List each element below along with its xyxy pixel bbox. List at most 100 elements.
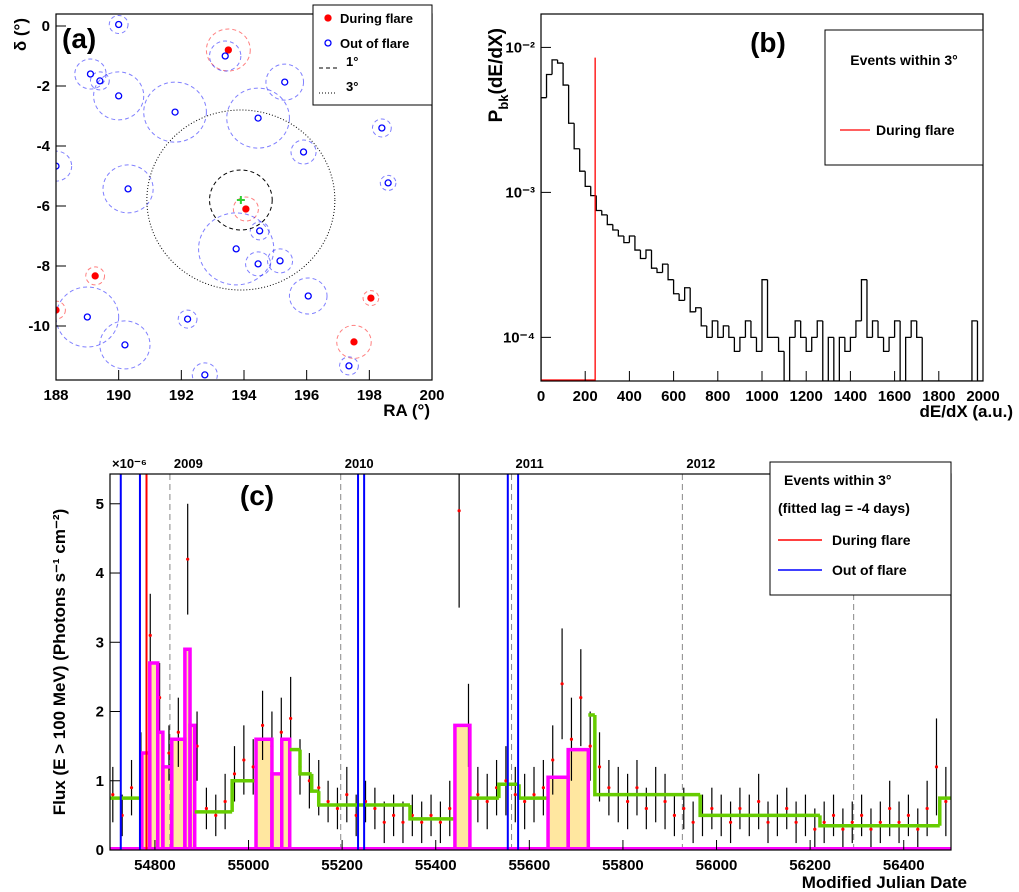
radius-circle xyxy=(146,109,336,291)
point xyxy=(354,813,358,817)
source-marker xyxy=(236,196,245,204)
legend-label: Out of flare xyxy=(340,36,409,51)
flare-fill xyxy=(271,773,282,850)
point xyxy=(186,557,190,561)
error-circle xyxy=(232,196,259,222)
point xyxy=(541,786,545,790)
x-tick-label: 188 xyxy=(43,387,68,404)
point xyxy=(223,799,227,804)
error-circle xyxy=(379,174,397,191)
x-tick-label: 55200 xyxy=(321,857,363,874)
point xyxy=(335,806,340,811)
point xyxy=(485,799,489,804)
x-tick-label: 55400 xyxy=(415,857,457,874)
y-tick-label: 10⁻⁴ xyxy=(503,329,535,346)
point xyxy=(129,786,134,790)
point xyxy=(448,806,452,811)
point xyxy=(121,341,129,349)
bayesian-block xyxy=(453,723,472,850)
flare-fill xyxy=(162,766,172,850)
y-tick-label: 0 xyxy=(96,842,104,859)
flare-fill xyxy=(171,739,185,850)
bayesian-block xyxy=(408,804,455,821)
histogram-bin xyxy=(788,336,796,381)
histogram-bin xyxy=(661,263,669,273)
bayesian-block xyxy=(298,749,312,776)
histogram-bin xyxy=(717,320,724,339)
histogram-bin xyxy=(971,320,978,381)
histogram-bin xyxy=(921,337,928,381)
point xyxy=(251,765,255,769)
histogram-bin xyxy=(634,236,641,251)
point xyxy=(934,765,939,769)
histogram-bin xyxy=(794,320,801,338)
legend-symbol xyxy=(324,39,332,47)
x-tick-label: 0 xyxy=(537,388,545,405)
point xyxy=(579,696,583,700)
histogram-bin xyxy=(551,59,558,75)
point xyxy=(420,820,424,824)
point xyxy=(532,793,536,797)
point xyxy=(560,682,564,686)
x-tick-label: 200 xyxy=(419,387,444,404)
legend: Events within 3° During flare xyxy=(824,29,984,166)
bayesian-block xyxy=(593,714,701,797)
point xyxy=(691,820,695,824)
panel-label: (a) xyxy=(62,23,96,54)
histogram-bin xyxy=(800,320,807,339)
bayesian-block xyxy=(188,723,197,850)
bayesian-block xyxy=(818,815,940,828)
y-tick-label: 3 xyxy=(96,634,104,651)
bayesian-block xyxy=(309,773,319,793)
histogram-bin xyxy=(877,320,884,339)
flare-fill xyxy=(256,739,272,850)
panel: 188 190 192 194 196 198 200 0 -2 -4 -6 -8 -10 RA (°) δ… xyxy=(11,4,445,420)
point xyxy=(115,92,123,100)
histogram-bin xyxy=(545,73,553,98)
y-tick-label: 5 xyxy=(96,496,104,513)
point xyxy=(766,820,770,824)
histogram-bin xyxy=(656,268,663,274)
error-circle xyxy=(209,40,242,72)
histogram-bin xyxy=(700,307,707,327)
legend-label: During flare xyxy=(340,11,413,26)
histogram-bin xyxy=(816,320,823,338)
point xyxy=(224,46,232,54)
flare-fill xyxy=(568,749,589,850)
legend-label: During flare xyxy=(832,532,911,548)
x-tick-label: 1400 xyxy=(834,388,867,405)
histogram-bin xyxy=(689,287,696,313)
legend-box xyxy=(312,4,433,106)
error-circle xyxy=(205,28,251,72)
plot-area xyxy=(541,57,983,381)
y-axis-label-part: (dE/dX) xyxy=(486,28,507,95)
bayesian-block xyxy=(230,779,257,812)
point xyxy=(813,827,817,831)
y-tick-label: 4 xyxy=(96,565,105,582)
histogram-bin xyxy=(678,293,685,301)
point xyxy=(925,806,929,811)
point xyxy=(115,20,123,29)
point xyxy=(299,148,308,156)
x-tick-label: 54800 xyxy=(134,857,176,874)
histogram-bin xyxy=(855,320,862,338)
point xyxy=(401,820,405,824)
point xyxy=(384,179,392,187)
year-label: 2011 xyxy=(516,456,544,471)
x-tick-label: 56200 xyxy=(789,857,831,874)
plot-area xyxy=(110,474,951,850)
legend-label: Out of flare xyxy=(832,562,907,578)
error-circle xyxy=(102,164,154,214)
point xyxy=(944,799,948,804)
error-circle xyxy=(267,248,294,274)
histogram-bin xyxy=(606,214,613,226)
legend-symbol xyxy=(324,14,332,22)
x-tick-label: 400 xyxy=(617,388,642,405)
x-axis-label: Modified Julian Date xyxy=(802,873,967,892)
point xyxy=(850,820,854,824)
plot-frame xyxy=(109,473,952,851)
histogram-bin xyxy=(976,320,983,381)
flare-fill xyxy=(548,777,569,850)
y-axis-label-part: bk xyxy=(496,94,511,110)
